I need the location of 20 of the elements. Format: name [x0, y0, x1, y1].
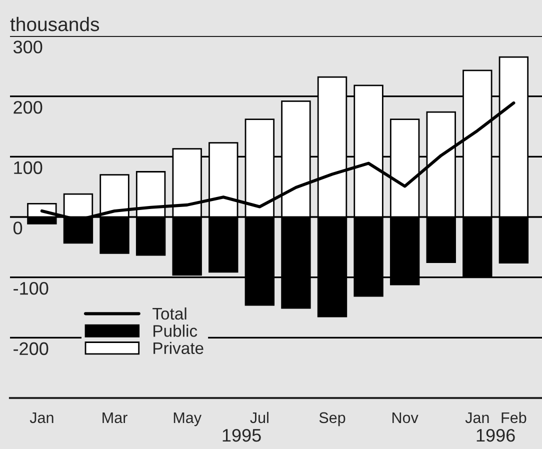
- y-tick-label: -200: [14, 342, 48, 356]
- x-tick-label: Nov: [392, 412, 418, 424]
- x-tick-label: Jan: [30, 412, 54, 424]
- y-tick-label: -100: [14, 282, 48, 295]
- x-tick-label: Mar: [102, 412, 128, 424]
- legend-label: Total: [152, 307, 186, 320]
- legend-label: Private: [154, 342, 204, 354]
- legend-label: Public: [154, 324, 198, 337]
- x-tick-label: May: [174, 412, 202, 426]
- y-tick-label: 100: [14, 161, 42, 174]
- x-tick-label: Feb: [502, 412, 526, 424]
- y-tick-label: 0: [13, 222, 22, 234]
- x-tick-label: Jul: [250, 412, 268, 424]
- x-tick-label: Jan: [465, 412, 489, 424]
- y-tick-label: 300: [13, 40, 42, 54]
- x-tick-label: Sep: [319, 412, 346, 426]
- y-axis-title: thousands: [10, 16, 100, 32]
- text: 1996: [476, 428, 515, 442]
- text: 1995: [222, 428, 261, 442]
- y-tick-label: 200: [14, 100, 42, 114]
